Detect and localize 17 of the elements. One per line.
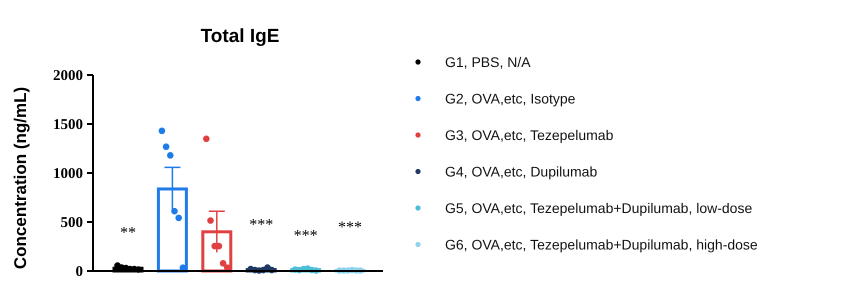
legend-label: G5, OVA,etc, Tezepelumab+Dupilumab, low-dose bbox=[445, 200, 752, 216]
data-label: ** bbox=[120, 224, 136, 242]
data-label: *** bbox=[338, 219, 362, 236]
legend-label: G2, OVA,etc, Isotype bbox=[445, 90, 576, 106]
data-label: *** bbox=[294, 228, 318, 245]
y-tick-label: 500 bbox=[60, 215, 83, 231]
data-label: *** bbox=[249, 216, 274, 234]
y-axis-title: Concentration (ng/mL) bbox=[11, 86, 30, 270]
y-tick-label: 1500 bbox=[53, 117, 83, 133]
legend-label: G3, OVA,etc, Tezepelumab bbox=[445, 127, 614, 143]
chart-title: Total IgE bbox=[200, 26, 280, 47]
y-tick-label: 2000 bbox=[53, 68, 83, 84]
legend-label: G1, PBS, N/A bbox=[445, 54, 532, 70]
legend-label: G4, OVA,etc, Dupilumab bbox=[445, 164, 598, 180]
y-tick-label: 1000 bbox=[53, 166, 83, 182]
y-tick-label: 0 bbox=[76, 264, 83, 280]
legend-label: G6, OVA,etc, Tezepelumab+Dupilumab, high-dose bbox=[445, 236, 758, 252]
